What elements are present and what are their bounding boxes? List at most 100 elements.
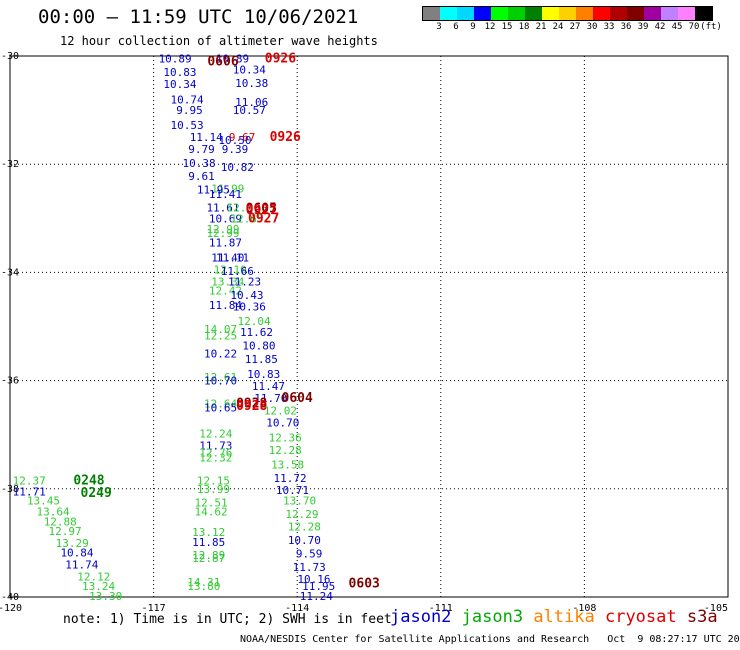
wave-height-label: 11.47 [252, 380, 285, 393]
legend-swatch [627, 7, 644, 20]
legend-label: 12 [484, 22, 496, 32]
wave-height-label: 10.57 [233, 104, 266, 117]
legend-label: 9 [470, 22, 476, 32]
note-text: note: 1) Time is in UTC; 2) SWH is in fe… [63, 612, 392, 627]
wave-height-label: 10.70 [288, 534, 321, 547]
satellite-legend-jason2: jason2 [390, 607, 462, 627]
wave-height-label: 11.62 [240, 326, 273, 339]
wave-height-label: 11.72 [273, 472, 306, 485]
legend-swatch [644, 7, 661, 20]
wave-height-label: 11.87 [209, 237, 242, 250]
wave-height-label: 11.11 [216, 251, 249, 264]
plot-frame [9, 55, 729, 598]
satellite-legend-altika: altika [533, 607, 605, 627]
wave-height-label: 10.43 [230, 289, 263, 302]
pass-time-label: 0249 [81, 486, 112, 501]
wave-height-label: 9.61 [188, 170, 215, 183]
pass-time-label: 0606 [207, 54, 238, 69]
legend-swatch [695, 7, 712, 20]
wave-height-label: 9.59 [296, 548, 323, 561]
pass-time-label: 0604 [282, 391, 313, 406]
pass-time-label: 0928 [236, 399, 267, 414]
x-tick-label: -108 [572, 603, 596, 614]
chart-title: 00:00 – 11:59 UTC 10/06/2021 [38, 6, 359, 28]
legend-swatch [457, 7, 474, 20]
pass-time-label: 0605 [246, 202, 277, 217]
wave-height-label: 11.73 [199, 440, 232, 453]
wave-height-label: 13.80 [187, 580, 220, 593]
wave-height-label: 12.42 [209, 284, 242, 297]
satellite-legend: jason2 jason3 altika cryosat s3a [390, 607, 718, 627]
legend-swatch [678, 7, 695, 20]
wave-height-label: 13.64 [37, 506, 70, 519]
wave-height-label: 10.34 [163, 78, 196, 91]
legend-swatch [559, 7, 576, 20]
wave-height-label: 13.34 [211, 276, 244, 289]
wave-height-label: 12.24 [199, 428, 232, 441]
legend-swatch [576, 7, 593, 20]
wave-height-label: 11.61 [206, 201, 239, 214]
x-tick-label: -114 [285, 603, 309, 614]
wave-height-label: 10.71 [276, 484, 309, 497]
pass-time-label: 0927 [246, 203, 277, 218]
legend-label: 6 [453, 22, 459, 32]
wave-height-label: 10.50 [218, 134, 251, 147]
legend-label: 30 [586, 22, 598, 32]
wave-height-label: 10.22 [204, 348, 237, 361]
wave-height-label: 12.28 [269, 444, 302, 457]
pass-time-label: 0926 [265, 52, 296, 67]
legend-swatch [610, 7, 627, 20]
wave-height-label: 14.62 [194, 506, 227, 519]
y-tick-label: -30 [1, 51, 19, 62]
legend-label: 33 [603, 22, 615, 32]
wave-height-label: 12.6 [227, 201, 254, 214]
satellite-legend-cryosat: cryosat [604, 607, 687, 627]
wave-height-label: 11.73 [293, 561, 326, 574]
pass-time-label: 0927 [248, 211, 279, 226]
wave-height-label: 9.67 [229, 131, 256, 144]
legend-label: (ft) [700, 22, 722, 32]
wave-height-label: 13.29 [56, 537, 89, 550]
wave-height-label: 12.97 [48, 525, 81, 538]
wave-height-label: 9.95 [176, 104, 203, 117]
wave-height-label: 12.29 [285, 508, 318, 521]
wave-height-label: 12.87 [192, 552, 225, 565]
wave-height-label: 11.14 [190, 131, 223, 144]
pass-time-label: 0926 [270, 130, 301, 145]
wave-height-label: 10.69 [209, 212, 242, 225]
wave-height-label: 12.64 [204, 397, 237, 410]
legend-label: 36 [620, 22, 632, 32]
wave-height-label: 13.58 [271, 458, 304, 471]
wave-height-label: 12.36 [269, 431, 302, 444]
wave-height-label: 12.89 [192, 549, 225, 562]
wave-height-label: 10.38 [235, 77, 268, 90]
wave-height-label: 11.84 [209, 299, 242, 312]
y-tick-label: -38 [1, 484, 19, 495]
wave-height-label: 10.65 [204, 402, 237, 415]
wave-height-label: 10.38 [183, 157, 216, 170]
wave-height-label: 12.04 [238, 315, 271, 328]
wave-height-label: 10.70 [266, 416, 299, 429]
legend-swatch [474, 7, 491, 20]
wave-height-label: 9.79 [188, 143, 215, 156]
wave-height-label: 10.83 [163, 66, 196, 79]
wave-height-label: 13.99 [197, 483, 230, 496]
pass-time-label: 0248 [73, 474, 104, 489]
wave-height-label: 11.85 [192, 536, 225, 549]
wave-height-label: 12.51 [194, 496, 227, 509]
wave-height-label: 10.74 [171, 93, 204, 106]
legend-swatch [423, 7, 440, 20]
legend-label: 70 [688, 22, 700, 32]
wave-height-label: 11.99 [211, 183, 244, 196]
wave-height-label: 13.30 [89, 590, 122, 603]
wave-height-label: 13.12 [192, 526, 225, 539]
color-scale-legend [422, 6, 713, 21]
pass-time-label: 0928 [236, 396, 267, 411]
wave-height-label: 12.25 [204, 330, 237, 343]
wave-height-label: 10.16 [297, 573, 330, 586]
wave-height-label: 10.80 [242, 339, 275, 352]
wave-height-label: 11.23 [228, 276, 261, 289]
wave-height-label: 13.70 [283, 495, 316, 508]
wave-height-label: 12.28 [288, 521, 321, 534]
